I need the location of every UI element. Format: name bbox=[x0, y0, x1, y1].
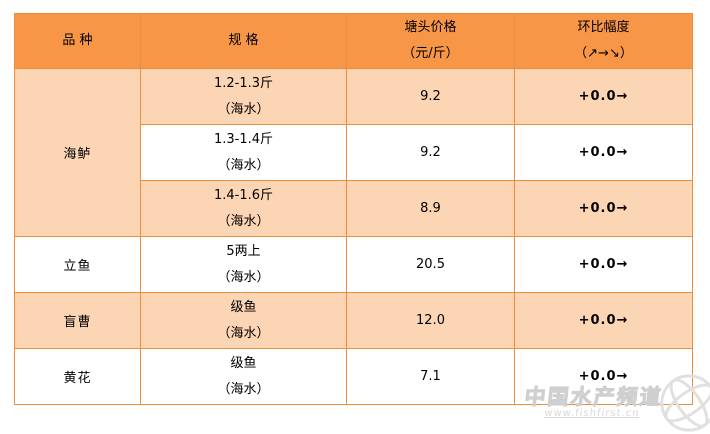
change-cell: +0.0→ bbox=[514, 68, 693, 125]
price-cell: 20.5 bbox=[346, 236, 515, 293]
globe-icon bbox=[660, 374, 710, 432]
table-row: 立鱼 5两上 （海水） 20.5 +0.0→ bbox=[14, 236, 693, 293]
col-header-price: 塘头价格 （元/斤） bbox=[346, 13, 515, 69]
spec-cell: 级鱼 （海水） bbox=[140, 292, 347, 349]
price-cell: 12.0 bbox=[346, 292, 515, 349]
watermark-title: 中国水产频道 bbox=[523, 385, 665, 410]
change-cell: +0.0→ bbox=[514, 236, 693, 293]
price-cell: 8.9 bbox=[346, 180, 515, 237]
species-cell: 海鲈 bbox=[14, 68, 141, 237]
change-cell: +0.0→ bbox=[514, 292, 693, 349]
change-cell: +0.0→ bbox=[514, 124, 693, 181]
table-row: 海鲈 1.2-1.3斤 （海水） 9.2 +0.0→ bbox=[14, 68, 693, 237]
price-cell: 9.2 bbox=[346, 68, 515, 125]
spec-cell: 1.2-1.3斤 （海水） bbox=[140, 68, 347, 125]
spec-cell: 1.4-1.6斤 （海水） bbox=[140, 180, 347, 237]
spec-cell: 1.3-1.4斤 （海水） bbox=[140, 124, 347, 181]
fish-price-table: 品 种 规 格 塘头价格 （元/斤） 环比幅度 （↗→↘） 海鲈 1.2-1.3… bbox=[14, 13, 693, 405]
price-cell: 9.2 bbox=[346, 124, 515, 181]
species-cell: 立鱼 bbox=[14, 236, 141, 293]
price-cell: 7.1 bbox=[346, 348, 515, 405]
watermark-text: 中国水产频道 www.fishfirst.cn bbox=[522, 385, 665, 420]
col-header-change: 环比幅度 （↗→↘） bbox=[514, 13, 693, 69]
table-row: 1.3-1.4斤 （海水） 9.2 +0.0→ bbox=[15, 124, 693, 181]
species-cell: 黄花 bbox=[14, 348, 141, 405]
spec-cell: 级鱼 （海水） bbox=[140, 348, 347, 405]
header-row: 品 种 规 格 塘头价格 （元/斤） 环比幅度 （↗→↘） bbox=[14, 13, 693, 69]
col-header-species: 品 种 bbox=[14, 13, 141, 69]
spec-cell: 5两上 （海水） bbox=[140, 236, 347, 293]
table-row: 盲曹 级鱼 （海水） 12.0 +0.0→ bbox=[14, 292, 693, 349]
table-row: 1.4-1.6斤 （海水） 8.9 +0.0→ bbox=[15, 180, 693, 237]
species-cell: 盲曹 bbox=[14, 292, 141, 349]
watermark: 中国水产频道 www.fishfirst.cn bbox=[522, 372, 710, 434]
change-cell: +0.0→ bbox=[514, 180, 693, 237]
watermark-url: www.fishfirst.cn bbox=[543, 408, 641, 419]
table-row: 黄花 级鱼 （海水） 7.1 +0.0→ bbox=[14, 348, 693, 405]
col-header-spec: 规 格 bbox=[140, 13, 347, 69]
